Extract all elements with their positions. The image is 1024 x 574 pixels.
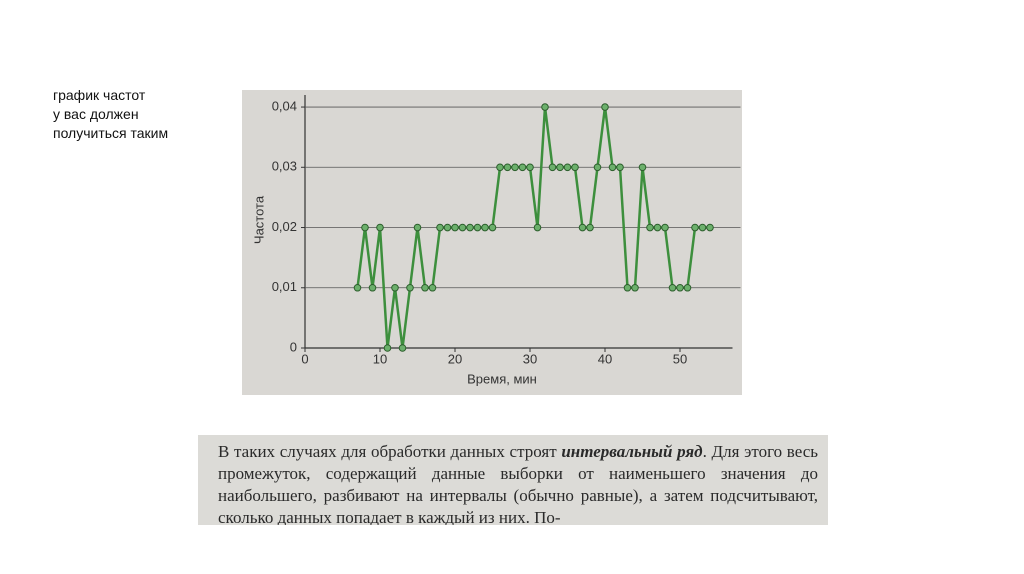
data-point — [496, 163, 504, 172]
data-point — [676, 283, 684, 292]
y-axis-label: Частота — [251, 195, 266, 244]
data-point — [413, 223, 422, 232]
data-point — [368, 283, 377, 292]
data-point — [361, 223, 369, 232]
data-point — [376, 223, 384, 232]
data-point — [421, 283, 429, 292]
data-point — [638, 163, 647, 172]
chart: Частота Время, мин 0 0,01 0,02 0,03 0,04 0 10 2… — [242, 90, 742, 395]
y-tick-label: 0,02 — [272, 219, 297, 234]
data-point — [458, 223, 467, 232]
x-tick-label: 0 — [301, 351, 308, 366]
text: В таких случаях для обработки данных стр… — [218, 442, 557, 461]
data-point — [436, 223, 444, 232]
y-tick-label: 0,04 — [272, 98, 297, 113]
y-tick-label: 0,03 — [272, 159, 297, 174]
data-point — [563, 163, 572, 172]
data-point — [466, 223, 474, 232]
data-point — [473, 223, 482, 232]
data-point — [646, 223, 654, 232]
data-point — [578, 223, 587, 232]
x-tick-label: 50 — [673, 351, 687, 366]
data-point — [593, 163, 602, 172]
data-point — [511, 163, 519, 172]
data-point — [406, 283, 414, 292]
x-tick-label: 30 — [523, 351, 537, 366]
data-point — [586, 223, 594, 232]
data-point — [616, 163, 624, 172]
data-point — [601, 103, 609, 111]
data-point — [383, 344, 392, 352]
data-point — [631, 283, 639, 292]
data-point — [391, 283, 399, 292]
data-point — [353, 283, 362, 292]
book-excerpt: В таких случаях для обработки данных стр… — [198, 435, 828, 525]
data-point — [691, 223, 699, 232]
text: . Для этого весь промежуток, содержащий … — [218, 442, 818, 525]
data-point — [661, 223, 669, 232]
text-line: получиться таким — [53, 125, 169, 141]
data-point — [608, 163, 617, 172]
x-axis-label: Время, мин — [467, 371, 537, 386]
data-point — [571, 163, 579, 172]
data-point — [503, 163, 512, 172]
data-point — [556, 163, 564, 172]
x-tick-label: 40 — [598, 351, 612, 366]
data-point — [623, 283, 632, 292]
data-point — [541, 103, 549, 111]
data-point — [488, 223, 497, 232]
data-point — [548, 163, 557, 172]
data-point — [706, 223, 714, 232]
data-point — [451, 223, 459, 232]
data-point — [653, 223, 662, 232]
x-tick-label: 20 — [448, 351, 462, 366]
y-tick-label: 0 — [290, 339, 297, 354]
data-point — [398, 344, 407, 352]
y-tick-label: 0,01 — [272, 279, 297, 294]
data-point — [533, 223, 542, 232]
data-point — [443, 223, 452, 232]
data-point — [428, 283, 437, 292]
data-point — [526, 163, 534, 172]
data-point — [668, 283, 677, 292]
chart-background — [242, 90, 742, 395]
emphasis: интервальный ряд — [561, 442, 703, 461]
data-point — [698, 223, 707, 232]
data-point — [683, 283, 692, 292]
text-line: у вас должен — [53, 106, 139, 122]
data-point — [481, 223, 489, 232]
x-tick-label: 10 — [373, 351, 387, 366]
data-point — [518, 163, 527, 172]
text-line: график частот — [53, 87, 146, 103]
slide-text: график частот у вас должен получиться та… — [53, 86, 168, 143]
